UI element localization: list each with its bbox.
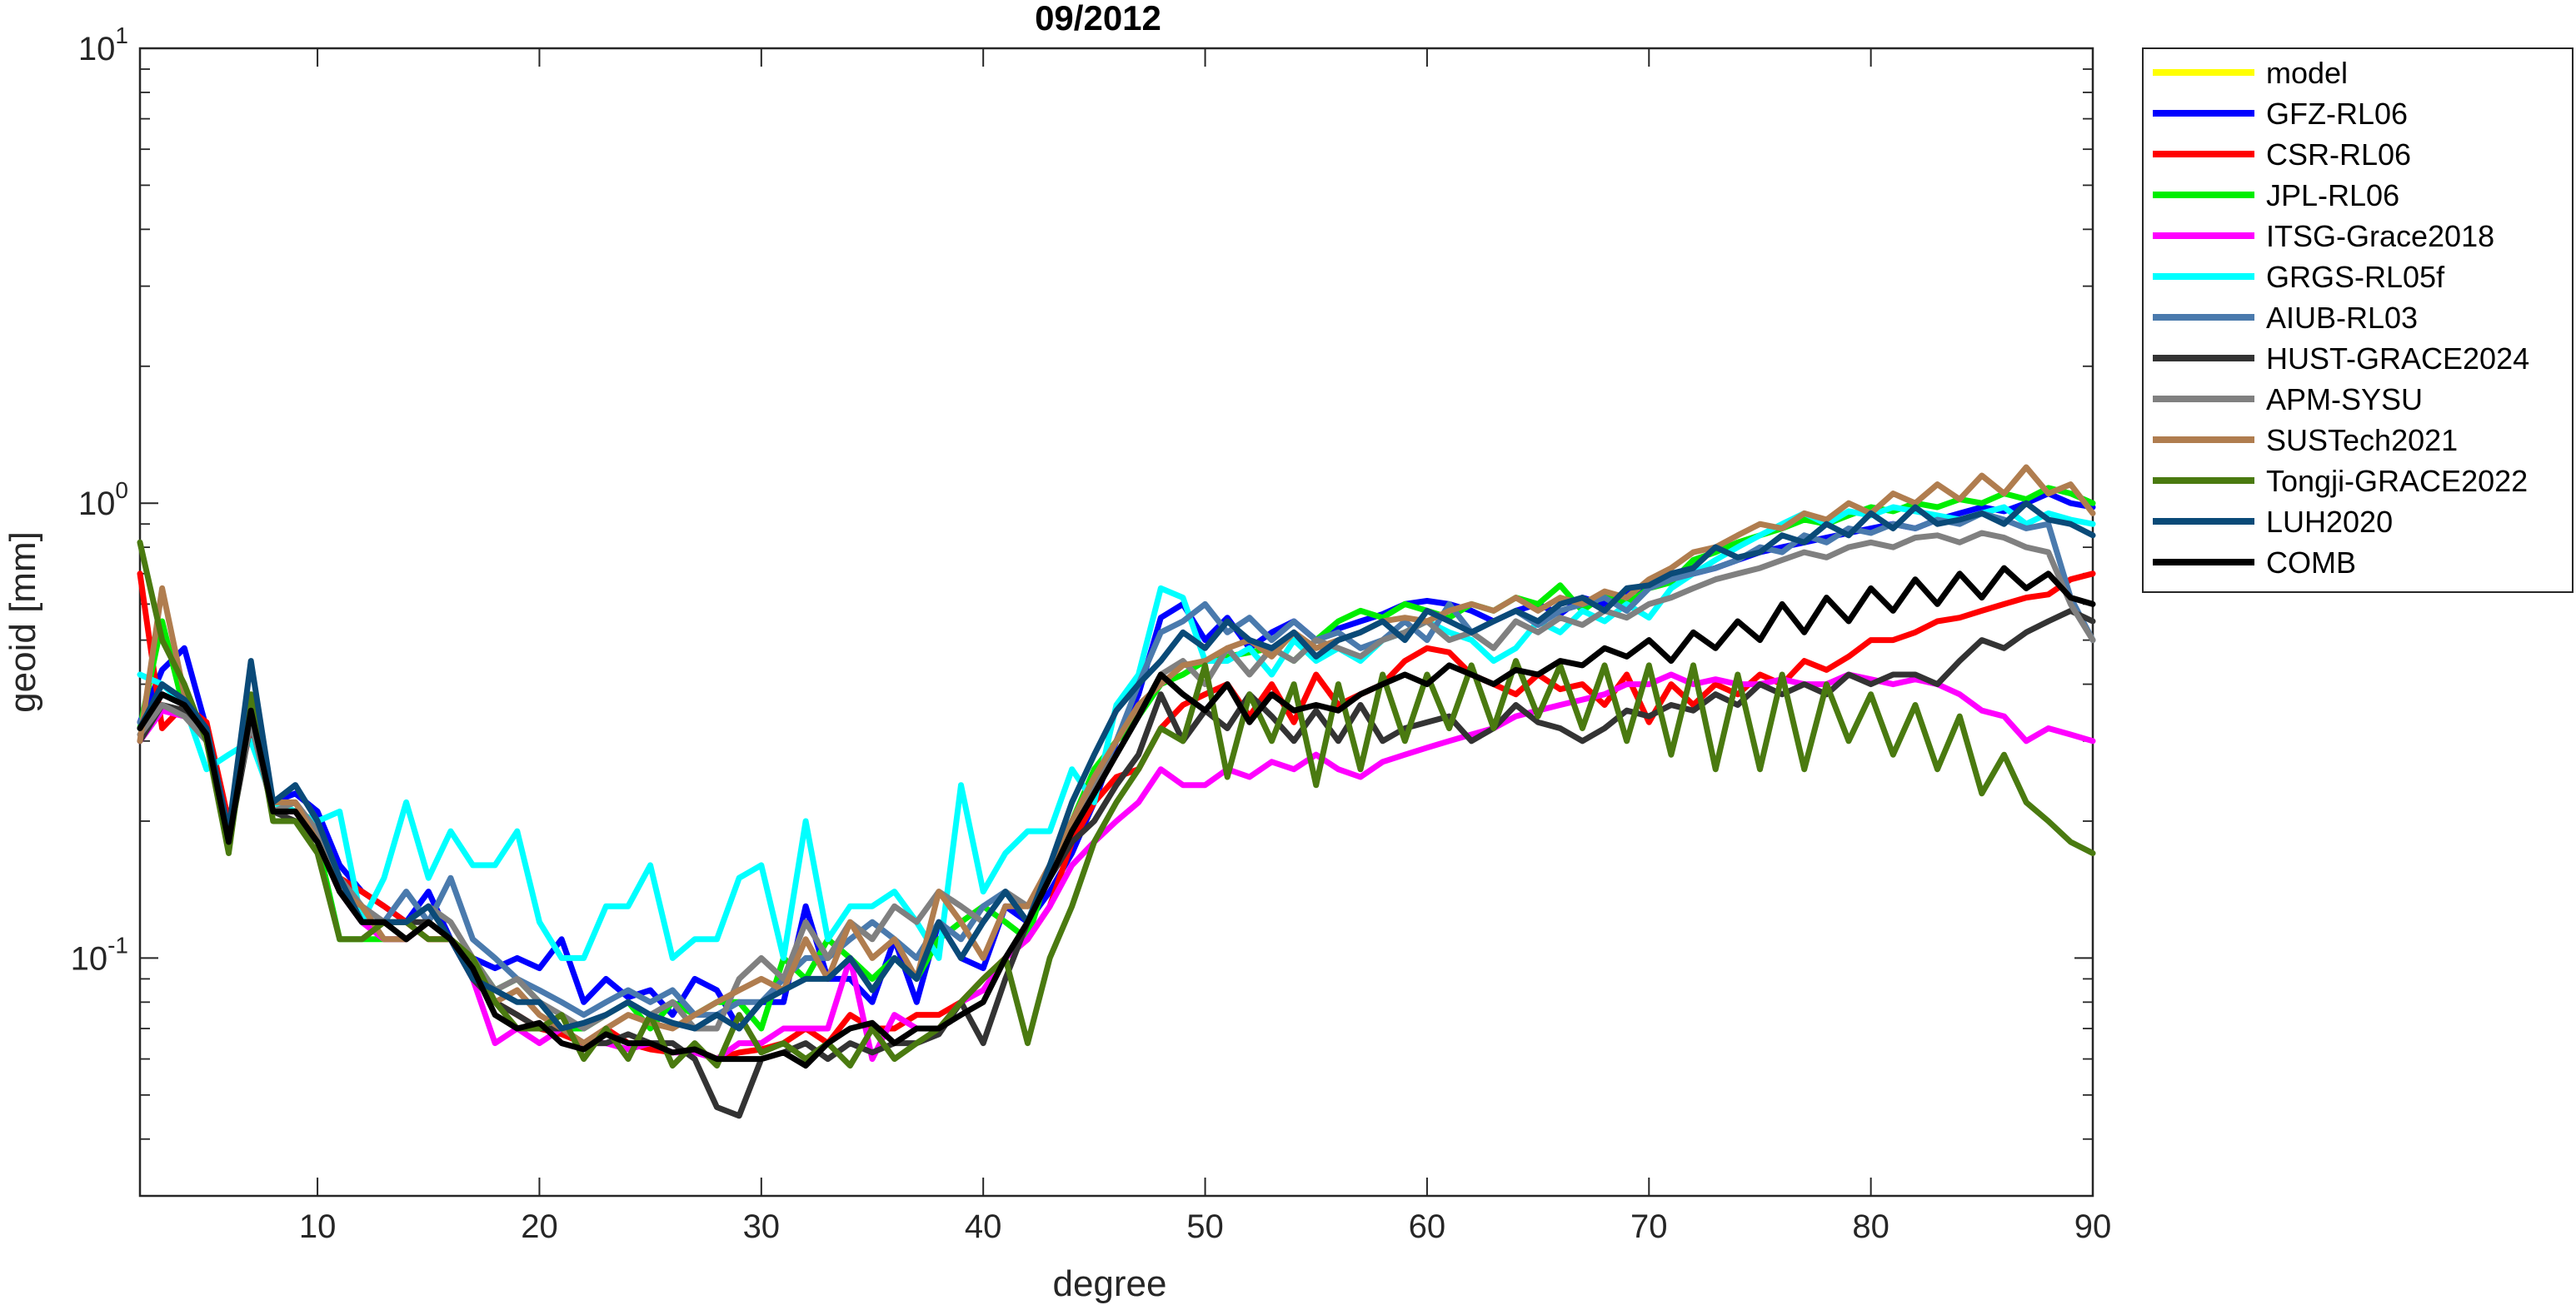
x-tick-label: 80 [1852,1208,1890,1245]
series-line-tongji-grace2022 [137,539,2096,1069]
chart-title: 09/2012 [1035,0,1161,37]
legend-label: HUST-GRACE2024 [2266,341,2529,376]
y-tick-base: 10 [78,486,116,522]
y-tick-label: 101 [78,22,128,67]
y-tick-label: 10-1 [71,932,128,977]
x-axis-label: degree [1052,1263,1166,1304]
x-tick-label: 10 [299,1208,337,1245]
legend-label: APM-SYSU [2266,382,2423,416]
x-tick-label: 90 [2074,1208,2112,1245]
legend-label: Tongji-GRACE2022 [2266,464,2528,498]
legend-label: CSR-RL06 [2266,137,2411,172]
legend-label: AIUB-RL03 [2266,301,2418,335]
legend-label: LUH2020 [2266,505,2393,539]
series-line-grgs-rl05f [137,504,2096,961]
y-tick-exponent: -1 [107,932,128,958]
legend: model GFZ-RL06 CSR-RL06 JPL-RL06 ITSG-Grace2… [2142,47,2574,593]
x-tick-label: 50 [1186,1208,1224,1245]
legend-label: ITSG-Grace2018 [2266,219,2494,253]
legend-label: JPL-RL06 [2266,178,2399,212]
y-tick-exponent: 1 [115,22,128,48]
legend-label: GRGS-RL05f [2266,260,2445,294]
x-tick-label: 20 [521,1208,558,1245]
legend-label: SUSTech2021 [2266,423,2458,457]
legend-label: COMB [2266,545,2356,580]
x-tick-label: 30 [743,1208,781,1245]
y-tick-label: 100 [78,477,128,522]
legend-label: GFZ-RL06 [2266,97,2408,131]
series-lines [137,464,2096,1119]
y-tick-base: 10 [71,940,108,977]
x-tick-label: 60 [1409,1208,1446,1245]
series-line-luh2020 [137,500,2096,1032]
y-axis-label: geoid [mm] [2,531,43,713]
y-tick-base: 10 [78,31,116,67]
legend-label: model [2266,56,2348,90]
series-line-comb [137,565,2096,1069]
x-tick-label: 40 [965,1208,1002,1245]
y-tick-exponent: 0 [115,477,128,503]
plot-area [138,47,2094,1198]
x-tick-label: 70 [1630,1208,1668,1245]
